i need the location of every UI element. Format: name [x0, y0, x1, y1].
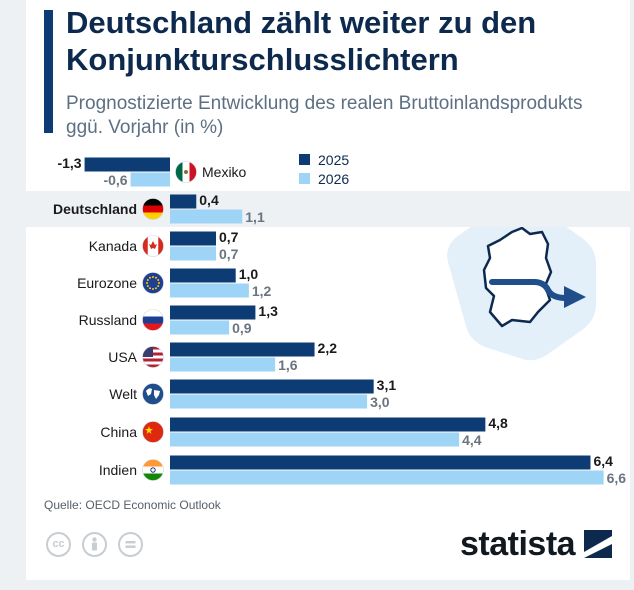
- category-label: Eurozone: [77, 275, 137, 291]
- highlight-row: [26, 191, 630, 227]
- value-label-2026: 1,2: [252, 283, 272, 299]
- legend-swatch: [299, 173, 310, 184]
- value-label-2026: -0,6: [103, 172, 127, 188]
- india-flag-icon: [142, 459, 164, 481]
- bar-2026[interactable]: [170, 432, 460, 447]
- bar-2026[interactable]: [170, 320, 230, 335]
- germany-map-icon: [482, 226, 553, 328]
- germany-map-graphic: [447, 206, 596, 361]
- mexico-flag-icon: [175, 161, 197, 183]
- value-label-2025: 2,2: [318, 340, 338, 356]
- bar-2025[interactable]: [170, 379, 374, 394]
- value-label-2025: 4,8: [488, 415, 508, 431]
- category-label: China: [100, 424, 137, 440]
- cc-license-icon[interactable]: cc: [46, 532, 71, 557]
- no-derivatives-icon[interactable]: [118, 532, 143, 557]
- bar-2025[interactable]: [170, 342, 315, 357]
- china-flag-icon: [142, 421, 164, 443]
- value-label-2026: 1,6: [278, 357, 298, 373]
- legend-label: 2026: [318, 171, 349, 187]
- value-label-2026: 0,9: [232, 320, 252, 336]
- attribution-icon[interactable]: [82, 532, 107, 557]
- world-globe-icon: [142, 383, 164, 405]
- value-label-2025: 1,0: [239, 266, 259, 282]
- value-label-2025: 0,7: [219, 229, 239, 245]
- value-label-2025: 3,1: [377, 377, 397, 393]
- bar-2025[interactable]: [84, 157, 170, 172]
- chart-title: Deutschland zählt weiter zu den Konjunkt…: [66, 5, 537, 77]
- value-label-2026: 6,6: [607, 470, 627, 486]
- category-label: Russland: [79, 312, 137, 328]
- brand-name: statista: [460, 525, 576, 563]
- canada-flag-icon: [142, 235, 164, 257]
- value-label-2026: 4,4: [462, 432, 482, 448]
- legend: 2025 2026: [299, 152, 349, 187]
- legend-swatch: [299, 154, 310, 165]
- bar-2026[interactable]: [170, 283, 249, 298]
- arrow-right-icon: [489, 279, 569, 301]
- bar-2026[interactable]: [170, 357, 276, 372]
- arrow-head: [564, 286, 586, 308]
- category-label: Welt: [109, 386, 137, 402]
- bar-2026[interactable]: [170, 394, 368, 409]
- category-label: USA: [108, 349, 137, 365]
- bar-2025[interactable]: [170, 268, 236, 283]
- germany-flag-icon: [142, 198, 164, 220]
- usa-flag-icon: [142, 346, 164, 368]
- category-label: Kanada: [89, 238, 137, 254]
- value-label-2025: -1,3: [57, 155, 81, 171]
- bar-2025[interactable]: [170, 305, 256, 320]
- bar-2025[interactable]: [170, 231, 216, 246]
- value-label-2025: 1,3: [258, 303, 278, 319]
- bar-2025[interactable]: [170, 417, 486, 432]
- value-label-2025: 0,4: [199, 192, 219, 208]
- category-label: Deutschland: [53, 201, 137, 217]
- value-label-2025: 6,4: [593, 453, 613, 469]
- eu-flag-icon: [142, 272, 164, 294]
- bar-2026[interactable]: [170, 470, 604, 485]
- russia-flag-icon: [142, 309, 164, 331]
- source-note[interactable]: Quelle: OECD Economic Outlook: [44, 498, 221, 512]
- legend-label: 2025: [318, 152, 349, 168]
- bar-2025[interactable]: [170, 455, 591, 470]
- bar-2026[interactable]: [170, 246, 216, 261]
- value-label-2026: 3,0: [370, 394, 390, 410]
- statista-logo-icon: [584, 530, 612, 558]
- value-label-2026: 1,1: [245, 209, 265, 225]
- bar-2026[interactable]: [170, 209, 243, 224]
- value-label-2026: 0,7: [219, 246, 239, 262]
- category-label: Mexiko: [202, 164, 247, 180]
- title-accent-bar: [44, 10, 53, 133]
- bar-2025[interactable]: [170, 194, 197, 209]
- category-label: Indien: [99, 462, 137, 478]
- bar-2026[interactable]: [130, 172, 170, 187]
- chart-subtitle: Prognostizierte Entwicklung des realen B…: [66, 93, 583, 138]
